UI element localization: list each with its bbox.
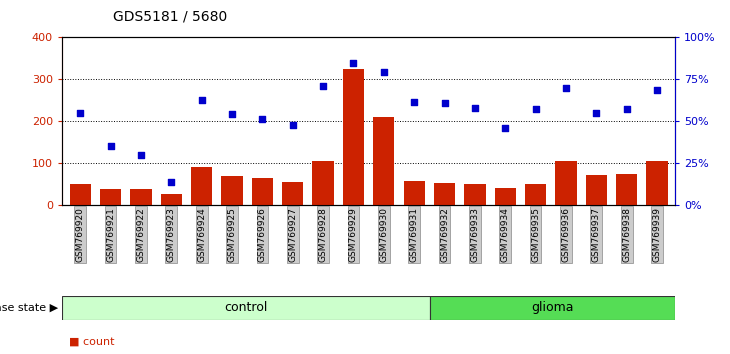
Text: GSM769935: GSM769935 xyxy=(531,207,540,262)
Text: control: control xyxy=(224,302,268,314)
Point xyxy=(439,100,450,106)
Point xyxy=(469,105,481,110)
Bar xyxy=(191,167,212,205)
Point xyxy=(408,99,420,105)
Bar xyxy=(646,161,668,205)
Point xyxy=(651,87,663,92)
Point xyxy=(530,106,542,112)
Bar xyxy=(100,189,121,205)
Text: GSM769938: GSM769938 xyxy=(622,207,631,262)
Point xyxy=(135,152,147,158)
Bar xyxy=(343,69,364,205)
Text: GSM769930: GSM769930 xyxy=(380,207,388,262)
Point xyxy=(256,116,268,122)
Bar xyxy=(62,296,430,320)
Text: GSM769927: GSM769927 xyxy=(288,207,297,262)
Point xyxy=(166,179,177,185)
Text: GSM769928: GSM769928 xyxy=(318,207,328,262)
Bar xyxy=(373,117,394,205)
Bar xyxy=(404,181,425,205)
Point xyxy=(560,86,572,91)
Text: GSM769939: GSM769939 xyxy=(653,207,661,262)
Bar xyxy=(616,174,637,205)
Point xyxy=(287,122,299,127)
Point xyxy=(347,61,359,66)
Text: GSM769924: GSM769924 xyxy=(197,207,206,262)
Text: disease state ▶: disease state ▶ xyxy=(0,303,58,313)
Text: GSM769937: GSM769937 xyxy=(592,207,601,262)
Text: GSM769925: GSM769925 xyxy=(228,207,237,262)
Point xyxy=(74,110,86,116)
Point xyxy=(318,83,329,88)
Text: GSM769933: GSM769933 xyxy=(470,207,480,262)
Bar xyxy=(252,178,273,205)
Point xyxy=(226,111,238,116)
Bar xyxy=(161,194,182,205)
Bar xyxy=(131,189,152,205)
Point xyxy=(196,97,207,103)
Text: ■ count: ■ count xyxy=(69,337,115,347)
Bar xyxy=(525,184,546,205)
Text: GSM769934: GSM769934 xyxy=(501,207,510,262)
Text: glioma: glioma xyxy=(531,302,574,314)
Bar xyxy=(585,175,607,205)
Bar xyxy=(434,183,456,205)
Bar xyxy=(495,188,516,205)
Bar xyxy=(221,176,242,205)
Bar xyxy=(69,184,91,205)
Point xyxy=(499,126,511,131)
Text: GSM769929: GSM769929 xyxy=(349,207,358,262)
Point xyxy=(105,144,117,149)
Bar xyxy=(282,182,304,205)
Text: GSM769936: GSM769936 xyxy=(561,207,570,262)
Text: GSM769932: GSM769932 xyxy=(440,207,449,262)
Text: GSM769920: GSM769920 xyxy=(76,207,85,262)
Point xyxy=(378,69,390,74)
Bar xyxy=(556,161,577,205)
Point xyxy=(620,107,632,112)
Bar xyxy=(312,161,334,205)
Bar xyxy=(464,184,485,205)
Text: GSM769922: GSM769922 xyxy=(137,207,145,262)
Bar xyxy=(430,296,675,320)
Text: GSM769923: GSM769923 xyxy=(167,207,176,262)
Text: GSM769926: GSM769926 xyxy=(258,207,267,262)
Text: GSM769921: GSM769921 xyxy=(106,207,115,262)
Text: GDS5181 / 5680: GDS5181 / 5680 xyxy=(113,9,228,23)
Text: GSM769931: GSM769931 xyxy=(410,207,419,262)
Point xyxy=(591,110,602,116)
